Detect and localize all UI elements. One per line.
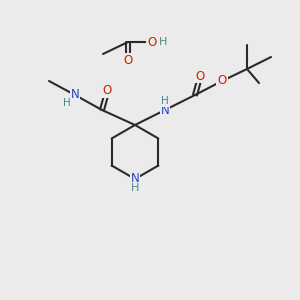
Text: O: O [123, 53, 133, 67]
Text: O: O [195, 70, 205, 83]
Text: O: O [102, 85, 112, 98]
Text: O: O [218, 74, 226, 88]
Text: H: H [159, 37, 167, 47]
Text: N: N [160, 103, 169, 116]
Text: N: N [130, 172, 140, 185]
Text: H: H [131, 183, 139, 193]
Text: H: H [161, 96, 169, 106]
Text: H: H [63, 98, 71, 108]
Text: O: O [147, 35, 157, 49]
Text: N: N [70, 88, 80, 101]
